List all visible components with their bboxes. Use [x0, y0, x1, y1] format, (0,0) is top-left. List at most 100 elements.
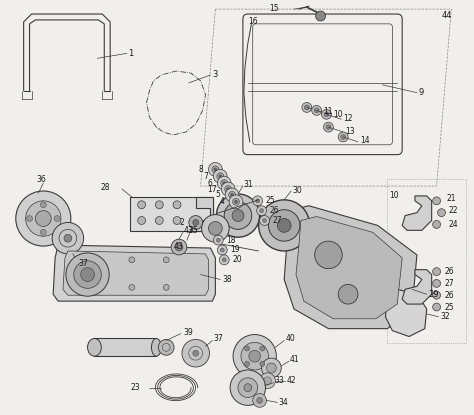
Circle shape	[433, 303, 440, 311]
Circle shape	[245, 361, 249, 366]
Circle shape	[16, 191, 71, 246]
Text: 26: 26	[445, 267, 454, 276]
Circle shape	[163, 257, 169, 263]
Circle shape	[341, 134, 346, 139]
Circle shape	[220, 248, 224, 252]
Text: 40: 40	[285, 334, 295, 343]
Text: 29: 29	[428, 290, 439, 299]
Circle shape	[321, 110, 331, 119]
Text: 1: 1	[128, 49, 133, 58]
Polygon shape	[53, 245, 215, 301]
Circle shape	[253, 393, 266, 407]
Circle shape	[74, 261, 101, 288]
Circle shape	[324, 122, 333, 132]
Text: 2: 2	[179, 218, 184, 227]
Circle shape	[228, 191, 236, 198]
Text: 25: 25	[445, 303, 454, 312]
Circle shape	[214, 168, 217, 171]
Text: 3: 3	[212, 69, 218, 78]
Text: 5: 5	[215, 190, 220, 200]
Circle shape	[433, 268, 440, 276]
Circle shape	[221, 180, 228, 187]
Text: 16: 16	[248, 17, 257, 27]
Text: 26: 26	[445, 291, 454, 300]
Circle shape	[182, 339, 210, 367]
Text: 17: 17	[207, 185, 216, 193]
Circle shape	[326, 124, 331, 129]
Circle shape	[433, 291, 440, 299]
Text: 14: 14	[360, 137, 370, 145]
Circle shape	[219, 175, 222, 178]
Circle shape	[129, 257, 135, 263]
Text: 41: 41	[290, 355, 300, 364]
Circle shape	[225, 186, 232, 193]
Circle shape	[40, 202, 46, 208]
Circle shape	[209, 222, 222, 235]
Circle shape	[221, 182, 235, 196]
Circle shape	[129, 284, 135, 290]
Circle shape	[268, 210, 300, 241]
Circle shape	[235, 200, 237, 203]
Circle shape	[201, 215, 229, 242]
Circle shape	[218, 176, 231, 190]
Polygon shape	[196, 197, 213, 231]
Circle shape	[433, 197, 440, 205]
Circle shape	[155, 201, 163, 209]
Text: 25: 25	[265, 196, 275, 205]
Circle shape	[233, 198, 239, 205]
Circle shape	[244, 384, 252, 392]
Circle shape	[227, 188, 229, 190]
Circle shape	[338, 132, 348, 142]
Circle shape	[193, 220, 199, 225]
Circle shape	[263, 219, 266, 222]
Circle shape	[171, 239, 187, 255]
Text: 34: 34	[278, 398, 288, 407]
Text: 27: 27	[445, 279, 454, 288]
Circle shape	[223, 182, 226, 185]
Circle shape	[213, 235, 223, 245]
Circle shape	[260, 373, 275, 388]
Text: 13: 13	[345, 127, 355, 136]
Text: 33: 33	[274, 376, 284, 385]
Circle shape	[245, 346, 249, 351]
Circle shape	[175, 243, 183, 251]
Circle shape	[256, 398, 263, 403]
Text: 19: 19	[230, 246, 240, 254]
Circle shape	[193, 350, 199, 356]
Circle shape	[216, 238, 220, 242]
Circle shape	[231, 193, 234, 196]
Circle shape	[241, 342, 268, 370]
Text: 35: 35	[189, 226, 199, 235]
Circle shape	[233, 334, 276, 378]
Circle shape	[224, 202, 252, 229]
Polygon shape	[402, 196, 432, 230]
Text: 15: 15	[270, 4, 279, 12]
Polygon shape	[63, 251, 209, 295]
Text: 32: 32	[440, 312, 450, 321]
Circle shape	[433, 279, 440, 287]
Circle shape	[216, 194, 260, 237]
Circle shape	[158, 339, 174, 355]
Text: 37: 37	[79, 259, 89, 268]
Circle shape	[232, 210, 244, 222]
Text: 44: 44	[441, 12, 452, 20]
Text: 28: 28	[100, 183, 110, 192]
Circle shape	[262, 358, 281, 378]
Circle shape	[238, 378, 258, 398]
Polygon shape	[385, 289, 427, 337]
Text: 38: 38	[222, 275, 232, 284]
Circle shape	[260, 361, 265, 366]
Circle shape	[64, 234, 72, 242]
Text: 23: 23	[130, 383, 140, 392]
Text: 7: 7	[204, 172, 209, 181]
Circle shape	[256, 206, 266, 215]
Text: 20: 20	[232, 255, 242, 264]
Circle shape	[314, 108, 319, 113]
Circle shape	[66, 253, 109, 296]
Text: 27: 27	[273, 216, 282, 225]
Circle shape	[138, 201, 146, 209]
Circle shape	[27, 215, 33, 222]
Circle shape	[163, 284, 169, 290]
Circle shape	[26, 201, 61, 236]
Circle shape	[304, 105, 309, 110]
